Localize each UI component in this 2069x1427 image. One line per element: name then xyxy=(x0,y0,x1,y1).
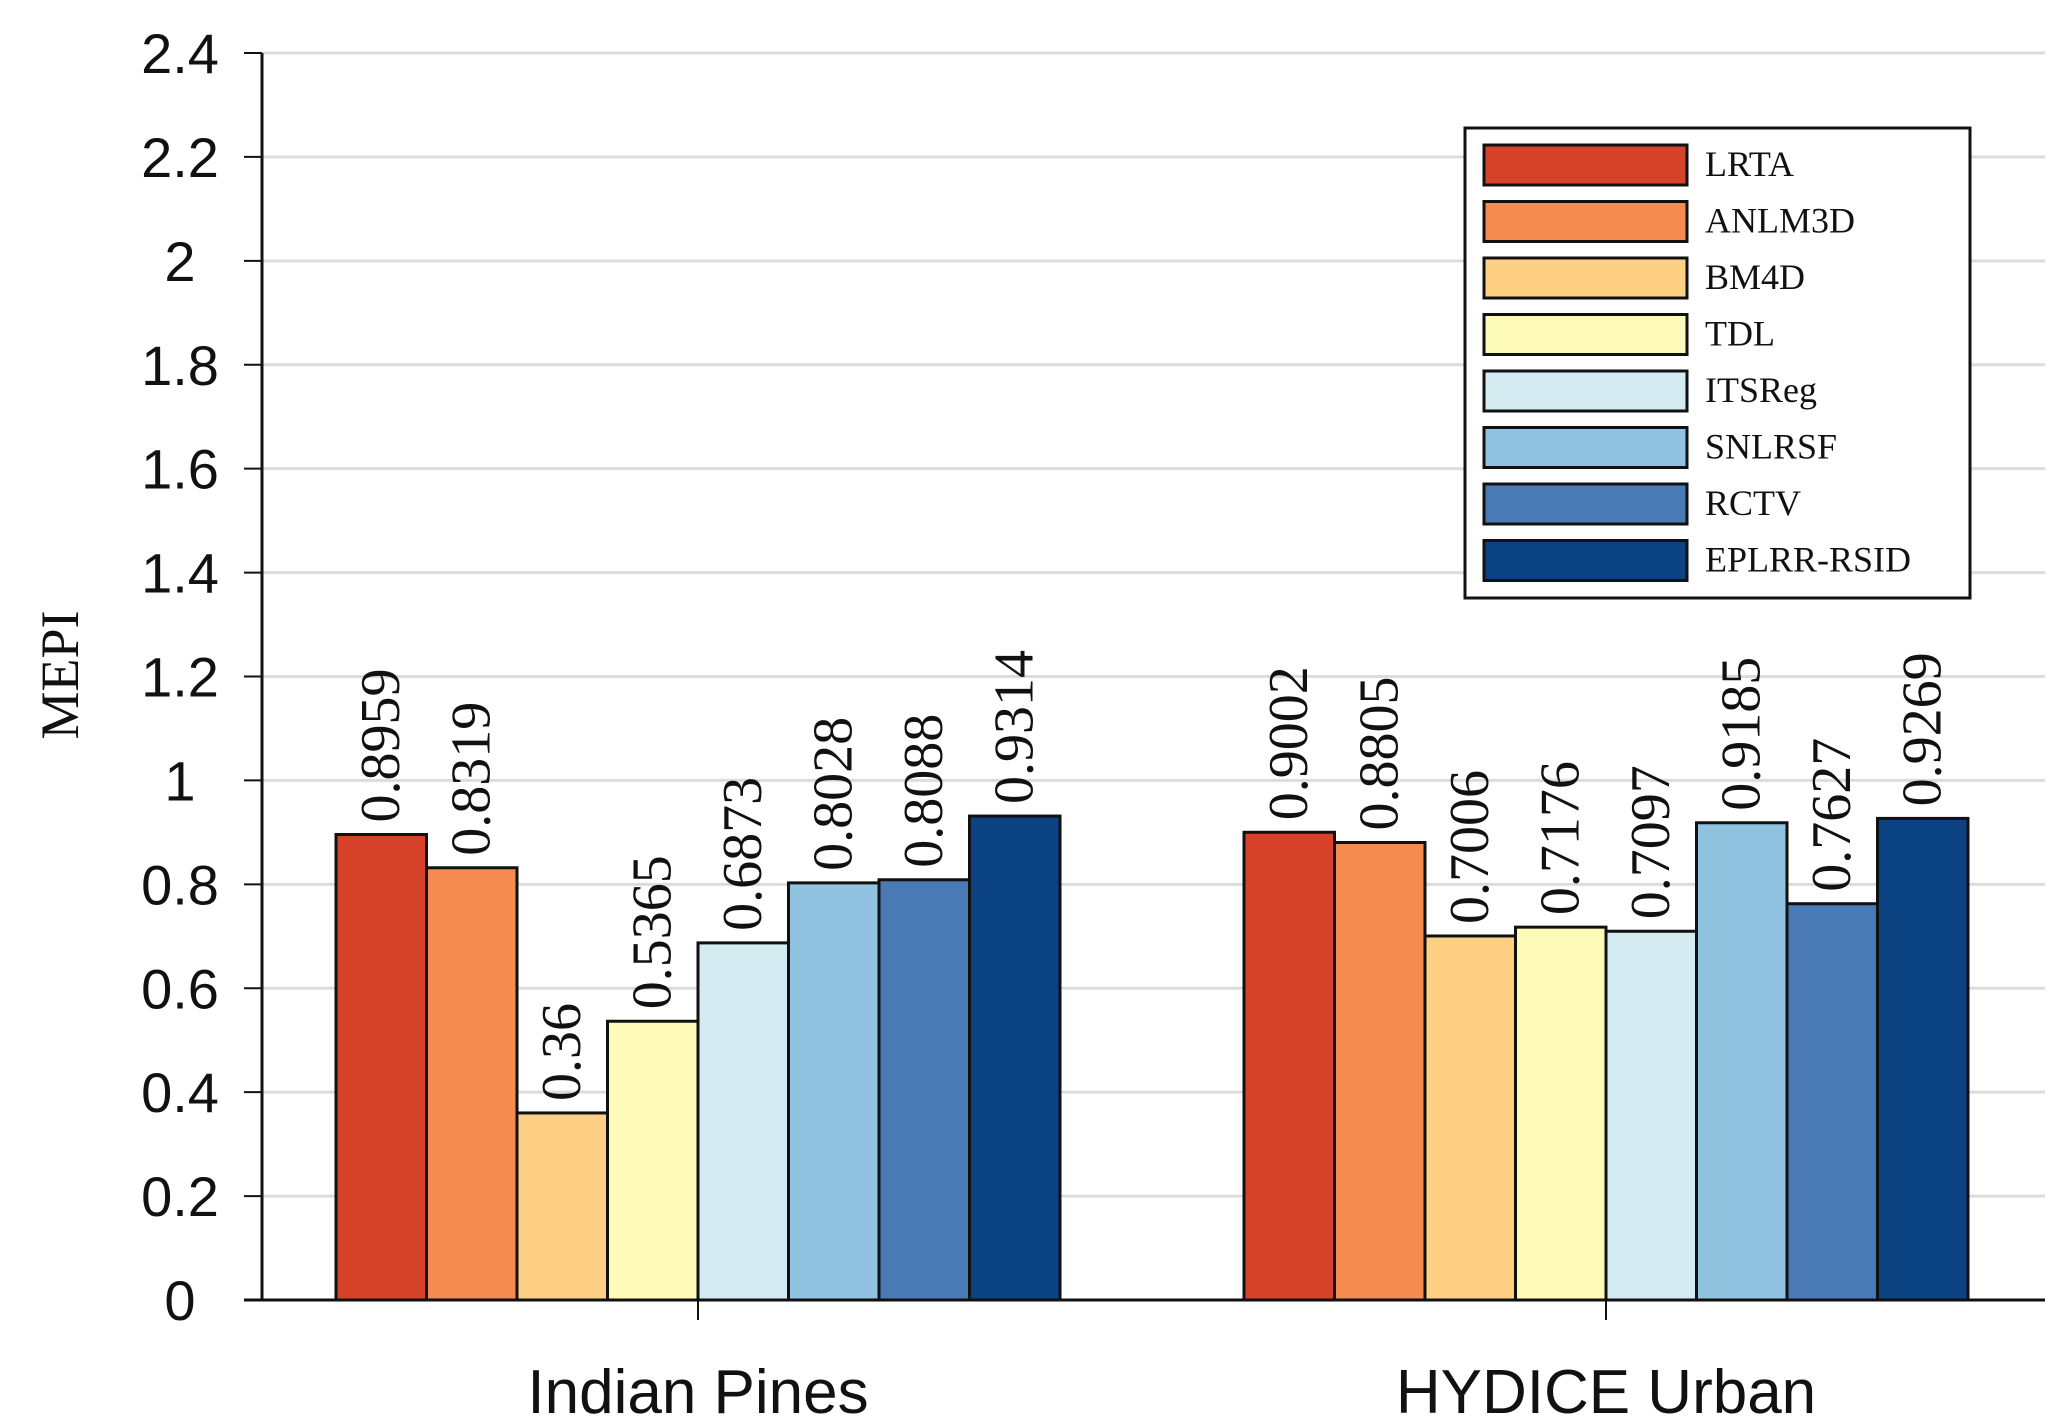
value-label: 0.8088 xyxy=(893,714,955,868)
bar-tdl-indian-pines xyxy=(606,1019,700,1302)
legend-label: ITSReg xyxy=(1705,370,1817,410)
value-label: 0.8959 xyxy=(350,669,412,823)
axes: 0 0.2 0.4 0.6 0.8 1 1.2 1.4 1.6 1.8 2 2.2 2.4 Indian … xyxy=(141,22,2045,1427)
bar-anlm3d-indian-pines xyxy=(425,866,519,1302)
legend-swatch xyxy=(1482,369,1689,413)
y-axis-label: MEPI xyxy=(30,610,90,739)
y-tick-label: 0 xyxy=(164,1269,195,1332)
legend-swatch xyxy=(1482,200,1689,243)
bar-bm4d-hydice-urban xyxy=(1423,934,1517,1302)
bar-itsreg-hydice-urban xyxy=(1604,929,1698,1302)
bar-itsreg-indian-pines xyxy=(696,941,790,1302)
legend-label: LRTA xyxy=(1705,144,1794,184)
category-label: Indian Pines xyxy=(527,1358,868,1427)
value-label: 0.7176 xyxy=(1530,761,1592,915)
legend-label: EPLRR-RSID xyxy=(1705,540,1911,580)
legend-swatch xyxy=(1482,539,1689,582)
y-tick-label: 0.2 xyxy=(141,1165,219,1228)
legend-label: ANLM3D xyxy=(1705,201,1855,241)
bar-bm4d-indian-pines xyxy=(515,1111,609,1302)
bar-anlm3d-hydice-urban xyxy=(1333,841,1427,1302)
legend-swatch xyxy=(1482,426,1689,469)
y-tick-label: 1 xyxy=(164,749,195,812)
bar-rctv-hydice-urban xyxy=(1785,902,1879,1302)
value-label: 0.7006 xyxy=(1439,770,1501,924)
legend-swatch xyxy=(1482,482,1689,526)
bars xyxy=(334,814,1970,1302)
legend-label: RCTV xyxy=(1705,483,1801,523)
value-label: 0.8028 xyxy=(803,717,865,871)
y-tick-label: 2.4 xyxy=(141,22,219,85)
legend-swatch xyxy=(1482,313,1689,356)
legend-label: TDL xyxy=(1705,314,1775,354)
value-label: 0.9269 xyxy=(1892,652,1954,806)
bar-lrta-indian-pines xyxy=(334,833,428,1302)
legend-box xyxy=(1463,126,1972,600)
value-labels: 0.8959 0.8319 0.36 0.5365 0.6873 0.8028 0.8088… xyxy=(350,650,1954,1101)
category-label: HYDICE Urban xyxy=(1396,1358,1816,1427)
value-label: 0.8319 xyxy=(441,702,503,856)
bar-eplrr-rsid-hydice-urban xyxy=(1876,816,1970,1302)
legend-label: SNLRSF xyxy=(1705,427,1837,467)
y-tick-label: 1.8 xyxy=(141,334,219,397)
bar-rctv-indian-pines xyxy=(877,878,971,1302)
legend-items: LRTA ANLM3D BM4D TDL ITSReg SNLRSF RCTV EPLRR-R… xyxy=(1482,143,1911,582)
legend-label: BM4D xyxy=(1705,257,1805,297)
value-label: 0.9002 xyxy=(1258,666,1320,820)
bar-eplrr-rsid-indian-pines xyxy=(968,814,1062,1302)
y-tick-label: 1.4 xyxy=(141,542,219,605)
value-label: 0.7097 xyxy=(1620,765,1682,919)
value-label: 0.5365 xyxy=(622,855,684,1009)
legend-swatch xyxy=(1482,256,1689,300)
y-tick-label: 0.4 xyxy=(141,1061,219,1124)
value-label: 0.9314 xyxy=(984,650,1046,804)
y-tick-label: 2.2 xyxy=(141,126,219,189)
bar-snlrsf-indian-pines xyxy=(787,881,881,1302)
bar-lrta-hydice-urban xyxy=(1242,830,1336,1302)
bar-tdl-hydice-urban xyxy=(1514,925,1608,1302)
legend-swatch xyxy=(1482,143,1689,187)
y-tick-label: 0.6 xyxy=(141,957,219,1020)
y-tick-label: 0.8 xyxy=(141,853,219,916)
value-label: 0.36 xyxy=(531,1003,593,1101)
value-label: 0.6873 xyxy=(712,777,774,931)
value-label: 0.8805 xyxy=(1349,677,1411,831)
legend: LRTA ANLM3D BM4D TDL ITSReg SNLRSF RCTV EPLRR-R… xyxy=(1463,126,1972,600)
value-label: 0.7627 xyxy=(1801,738,1863,892)
y-tick-label: 2 xyxy=(164,230,195,293)
y-tick-label: 1.2 xyxy=(141,646,219,709)
value-label: 0.9185 xyxy=(1711,657,1773,811)
bar-snlrsf-hydice-urban xyxy=(1695,821,1789,1302)
y-tick-label: 1.6 xyxy=(141,438,219,501)
